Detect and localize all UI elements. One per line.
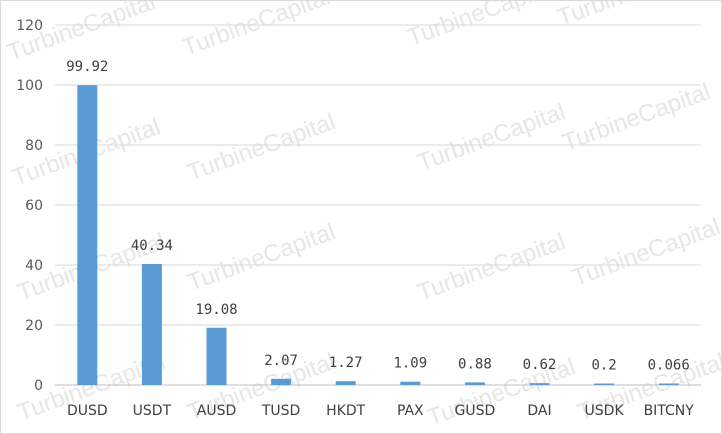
x-category-label: DUSD [67, 403, 108, 419]
x-category-label: DAI [527, 403, 551, 419]
watermark-text: TurbineCapital [414, 228, 569, 306]
y-tick-label: 120 [16, 18, 43, 34]
x-category-label: BITCNY [644, 403, 695, 419]
bar-dai [529, 383, 550, 385]
bar-usdt [141, 263, 162, 385]
y-tick-label: 20 [25, 318, 43, 334]
y-tick-label: 80 [25, 138, 43, 154]
data-label: 1.09 [393, 356, 427, 372]
data-label: 99.92 [66, 59, 108, 75]
watermark-text: TurbineCapital [404, 1, 559, 52]
data-label: 40.34 [131, 238, 173, 254]
bar-pax [400, 381, 421, 385]
watermark-text: TurbineCapital [184, 218, 339, 296]
bars [77, 85, 679, 386]
bar-bitcny [658, 383, 679, 385]
data-label: 19.08 [195, 302, 237, 318]
x-category-label: GUSD [455, 403, 496, 419]
x-category-label: PAX [397, 403, 424, 419]
watermark-text: TurbineCapital [554, 1, 709, 32]
bar-dusd [77, 85, 98, 386]
bar-hkdt [335, 381, 356, 385]
y-axis-tick-labels: 0 20 40 60 80 100 120 [16, 18, 43, 394]
x-category-label: TUSD [261, 403, 300, 419]
watermark-text: TurbineCapital [414, 98, 569, 176]
data-label: 0.066 [648, 358, 690, 374]
bar-usdk [594, 383, 615, 385]
data-label: 2.07 [264, 353, 298, 369]
y-tick-label: 100 [16, 78, 43, 94]
data-label: 0.62 [523, 357, 557, 373]
data-labels: 99.92 40.34 19.08 2.07 1.27 1.09 0.88 0.62 0.2 0.… [66, 59, 690, 373]
bar-gusd [464, 382, 485, 385]
y-tick-label: 60 [25, 198, 43, 214]
data-label: 0.2 [591, 358, 616, 374]
x-category-label: USDT [133, 403, 172, 419]
watermark-text: TurbineCapital [569, 213, 721, 291]
x-category-label: HKDT [326, 403, 365, 419]
watermark-text: TurbineCapital [179, 1, 334, 62]
data-label: 0.88 [458, 356, 492, 372]
data-label: 1.27 [329, 355, 363, 371]
y-tick-label: 40 [25, 258, 43, 274]
bar-tusd [271, 378, 292, 385]
y-tick-label: 0 [34, 378, 43, 394]
gridlines [55, 24, 701, 386]
bar-ausd [206, 327, 227, 385]
watermark-text: TurbineCapital [184, 108, 339, 186]
x-category-label: AUSD [197, 403, 237, 419]
x-axis-category-labels: DUSD USDT AUSD TUSD HKDT PAX GUSD DAI USDK BITCNY [67, 403, 694, 419]
x-category-label: USDK [585, 403, 625, 419]
